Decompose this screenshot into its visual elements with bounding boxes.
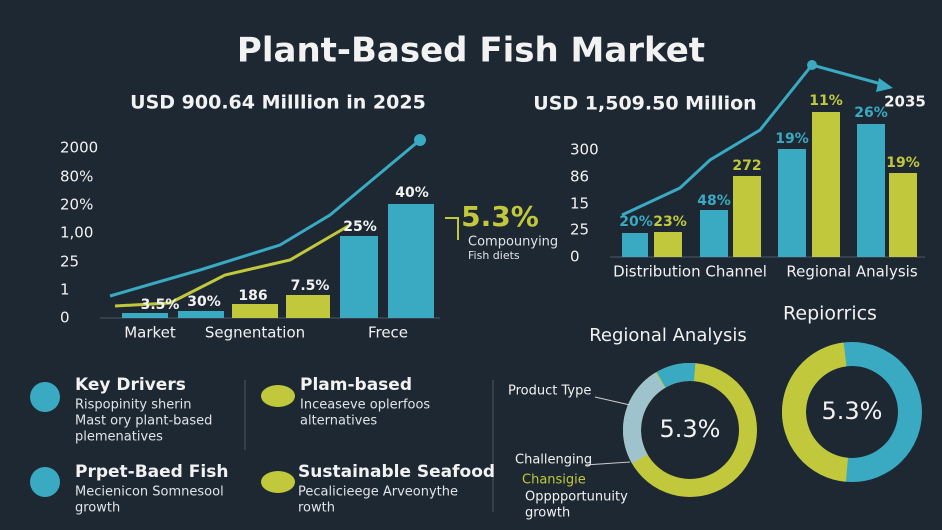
feature-title: Key Drivers	[75, 375, 186, 395]
icon	[30, 382, 60, 412]
icon	[30, 467, 60, 497]
bar-label: 7.5%	[291, 278, 330, 294]
bar	[178, 311, 224, 318]
bar-label: 40%	[395, 185, 429, 201]
axis-label: 1	[60, 281, 70, 299]
bar	[122, 313, 168, 318]
bar	[889, 173, 917, 257]
donut-segment	[622, 363, 757, 497]
axis-label: 25	[570, 221, 589, 239]
leader-line	[594, 396, 631, 406]
feature-text: Pecalicieege Arveonythe	[298, 485, 458, 500]
bar-label: 272	[732, 158, 761, 174]
donut-value: 5.3%	[822, 397, 883, 425]
trend-line	[109, 138, 421, 298]
donut-segment	[782, 342, 923, 482]
donut-right	[782, 342, 923, 482]
title: Plant-Based Fish Market	[237, 31, 705, 71]
icon	[261, 471, 295, 493]
axis-label: 1,00	[60, 224, 93, 242]
bar	[232, 304, 278, 318]
axis-label: 0	[570, 248, 580, 266]
bar-label: 19%	[886, 155, 920, 171]
category-label: Market	[124, 324, 176, 342]
bar-label: 25%	[343, 219, 377, 235]
donut-label: Challenging	[515, 453, 592, 468]
feature-text: growth	[75, 501, 120, 516]
feature-title: Plam-based	[300, 375, 412, 395]
bar	[654, 232, 682, 257]
icon	[261, 385, 295, 407]
bar-label: 19%	[775, 131, 809, 147]
headline: USD 900.64 Milllion in 2025	[130, 92, 426, 114]
axis-label: 86	[570, 168, 589, 186]
feature-icons	[30, 380, 494, 512]
callout-bracket	[445, 217, 459, 240]
feature-text: Rispopinity sherin	[75, 398, 191, 413]
bar	[857, 124, 885, 257]
bar	[700, 210, 728, 257]
trend-line	[621, 63, 886, 217]
year: 2035	[884, 93, 926, 111]
bar	[812, 112, 840, 257]
bar-label: 23%	[653, 214, 687, 230]
callout-value: 5.3%	[461, 200, 539, 233]
feature-text: Inceaseve oplerfoos	[300, 398, 430, 413]
donut-left	[584, 362, 757, 497]
donut-value: 5.3%	[660, 415, 721, 443]
axis-label: 15	[570, 195, 589, 213]
axis-label: 25	[60, 253, 79, 271]
donut-title: Regional Analysis	[589, 325, 747, 346]
donut-title: Repiorrics	[783, 303, 877, 325]
right-chart	[610, 60, 925, 258]
bar-label: 3.5%	[141, 297, 180, 313]
bar-label: 186	[238, 288, 267, 304]
arrow-head	[876, 78, 893, 92]
donut-label: Product Type	[508, 384, 591, 399]
feature-title: Prpet-Baed Fish	[75, 462, 228, 482]
bar-label: 30%	[187, 294, 221, 310]
donut-segment	[623, 362, 757, 497]
bar-label: 26%	[854, 105, 888, 121]
feature-text: plemenatives	[75, 430, 163, 445]
trend-dot	[414, 134, 426, 146]
bar	[778, 149, 806, 257]
bar	[286, 295, 330, 318]
left-chart	[100, 134, 459, 319]
callout-text: Compounying	[468, 235, 558, 250]
bar	[622, 233, 648, 257]
donut-label: Opppportunuity	[525, 490, 628, 505]
feature-text: Mecienicon Somnesool	[75, 485, 224, 500]
donut-label: growth	[525, 506, 570, 521]
feature-title: Sustainable Seafood	[298, 462, 495, 482]
feature-text: rowth	[298, 501, 335, 516]
bar	[388, 204, 434, 318]
feature-text: Mast ory plant-based	[75, 414, 212, 429]
feature-text: alternatives	[300, 414, 377, 429]
bar-label: 48%	[697, 193, 731, 209]
bar-label: 11%	[809, 93, 843, 109]
axis-label: 20%	[60, 196, 93, 214]
bar	[340, 236, 378, 318]
trend-line	[114, 223, 351, 308]
trend-dot	[807, 60, 817, 70]
leader-line	[584, 461, 631, 466]
axis-label: 300	[570, 141, 599, 159]
axis-label: 0	[60, 309, 70, 327]
axis-label: 2000	[60, 139, 98, 157]
axis-label: 80%	[60, 168, 93, 186]
category-label: Frece	[368, 324, 408, 342]
bar	[733, 176, 761, 257]
headline: USD 1,509.50 Million	[533, 93, 756, 115]
category-label: Regional Analysis	[786, 263, 917, 281]
category-label: Distribution Channel	[613, 263, 767, 281]
callout-text: Fish diets	[468, 249, 520, 262]
bar-label: 20%	[619, 214, 653, 230]
donut-label: Chansigie	[522, 473, 586, 488]
category-label: Segnentation	[205, 324, 305, 342]
